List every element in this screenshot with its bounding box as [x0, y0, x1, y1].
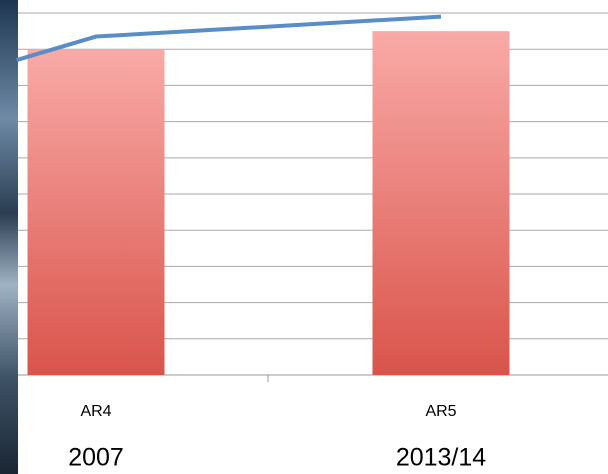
x-tick-label: AR5: [425, 403, 456, 420]
bar: [373, 31, 510, 375]
x-tick-year: 2007: [68, 444, 124, 472]
background-image-strip: [0, 0, 18, 474]
x-tick-year: 2013/14: [396, 444, 486, 472]
bar: [28, 49, 165, 375]
chart: AR4 2007 AR5 2013/14: [0, 0, 608, 474]
x-tick-label: AR4: [80, 403, 111, 420]
